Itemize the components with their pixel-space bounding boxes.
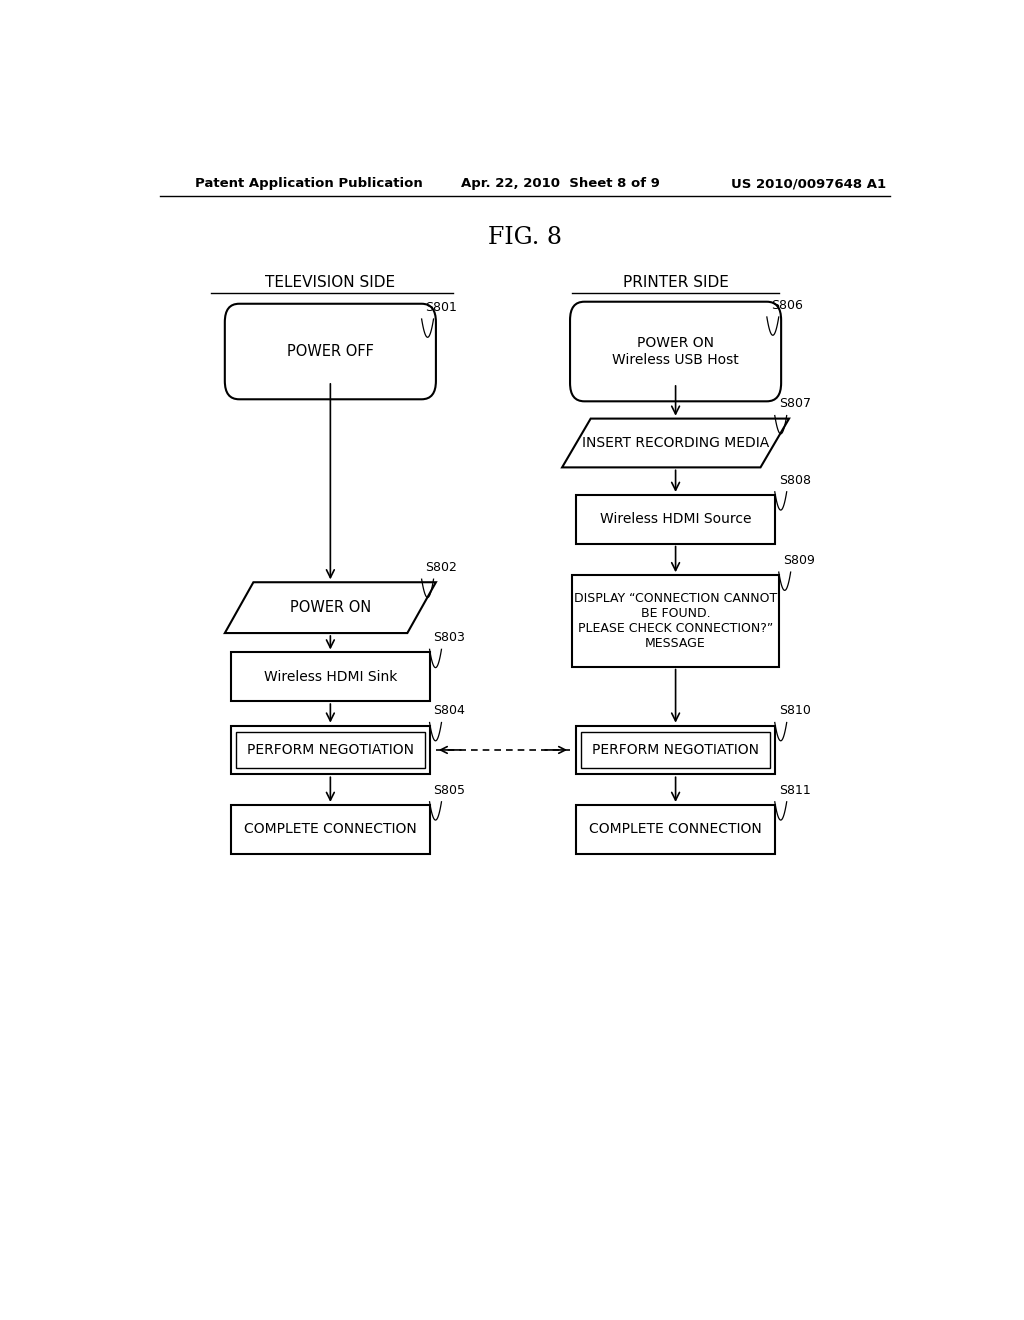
Polygon shape bbox=[225, 582, 436, 634]
Bar bbox=[231, 652, 430, 701]
Text: COMPLETE CONNECTION: COMPLETE CONNECTION bbox=[244, 822, 417, 837]
Text: Wireless HDMI Sink: Wireless HDMI Sink bbox=[264, 669, 397, 684]
Text: DISPLAY “CONNECTION CANNOT
BE FOUND.
PLEASE CHECK CONNECTION?”
MESSAGE: DISPLAY “CONNECTION CANNOT BE FOUND. PLE… bbox=[574, 591, 777, 649]
Text: INSERT RECORDING MEDIA: INSERT RECORDING MEDIA bbox=[582, 436, 769, 450]
Text: S808: S808 bbox=[778, 474, 811, 487]
Text: COMPLETE CONNECTION: COMPLETE CONNECTION bbox=[589, 822, 762, 837]
Text: S805: S805 bbox=[433, 784, 466, 797]
Text: PERFORM NEGOTIATION: PERFORM NEGOTIATION bbox=[247, 743, 414, 756]
Text: S803: S803 bbox=[433, 631, 466, 644]
Text: S811: S811 bbox=[778, 784, 811, 797]
Bar bbox=[236, 731, 425, 768]
Text: FIG. 8: FIG. 8 bbox=[487, 226, 562, 249]
Bar bbox=[231, 805, 430, 854]
Bar bbox=[577, 726, 775, 775]
Text: TELEVISION SIDE: TELEVISION SIDE bbox=[265, 275, 395, 290]
Text: US 2010/0097648 A1: US 2010/0097648 A1 bbox=[731, 177, 886, 190]
Bar bbox=[577, 805, 775, 854]
Text: S802: S802 bbox=[426, 561, 458, 574]
FancyBboxPatch shape bbox=[225, 304, 436, 399]
Text: Patent Application Publication: Patent Application Publication bbox=[196, 177, 423, 190]
Text: POWER ON
Wireless USB Host: POWER ON Wireless USB Host bbox=[612, 337, 739, 367]
Bar bbox=[577, 495, 775, 544]
Bar bbox=[582, 731, 770, 768]
Text: POWER ON: POWER ON bbox=[290, 601, 371, 615]
FancyBboxPatch shape bbox=[570, 302, 781, 401]
Text: S809: S809 bbox=[782, 554, 815, 568]
Text: S810: S810 bbox=[778, 705, 811, 718]
Text: POWER OFF: POWER OFF bbox=[287, 345, 374, 359]
Bar bbox=[572, 576, 778, 667]
Bar bbox=[231, 726, 430, 775]
Text: S804: S804 bbox=[433, 705, 466, 718]
Text: S801: S801 bbox=[426, 301, 458, 314]
Text: PERFORM NEGOTIATION: PERFORM NEGOTIATION bbox=[592, 743, 759, 756]
Text: Apr. 22, 2010  Sheet 8 of 9: Apr. 22, 2010 Sheet 8 of 9 bbox=[461, 177, 660, 190]
Text: PRINTER SIDE: PRINTER SIDE bbox=[623, 275, 728, 290]
Polygon shape bbox=[562, 418, 790, 467]
Text: S806: S806 bbox=[771, 298, 803, 312]
Text: Wireless HDMI Source: Wireless HDMI Source bbox=[600, 512, 752, 527]
Text: S807: S807 bbox=[778, 397, 811, 411]
